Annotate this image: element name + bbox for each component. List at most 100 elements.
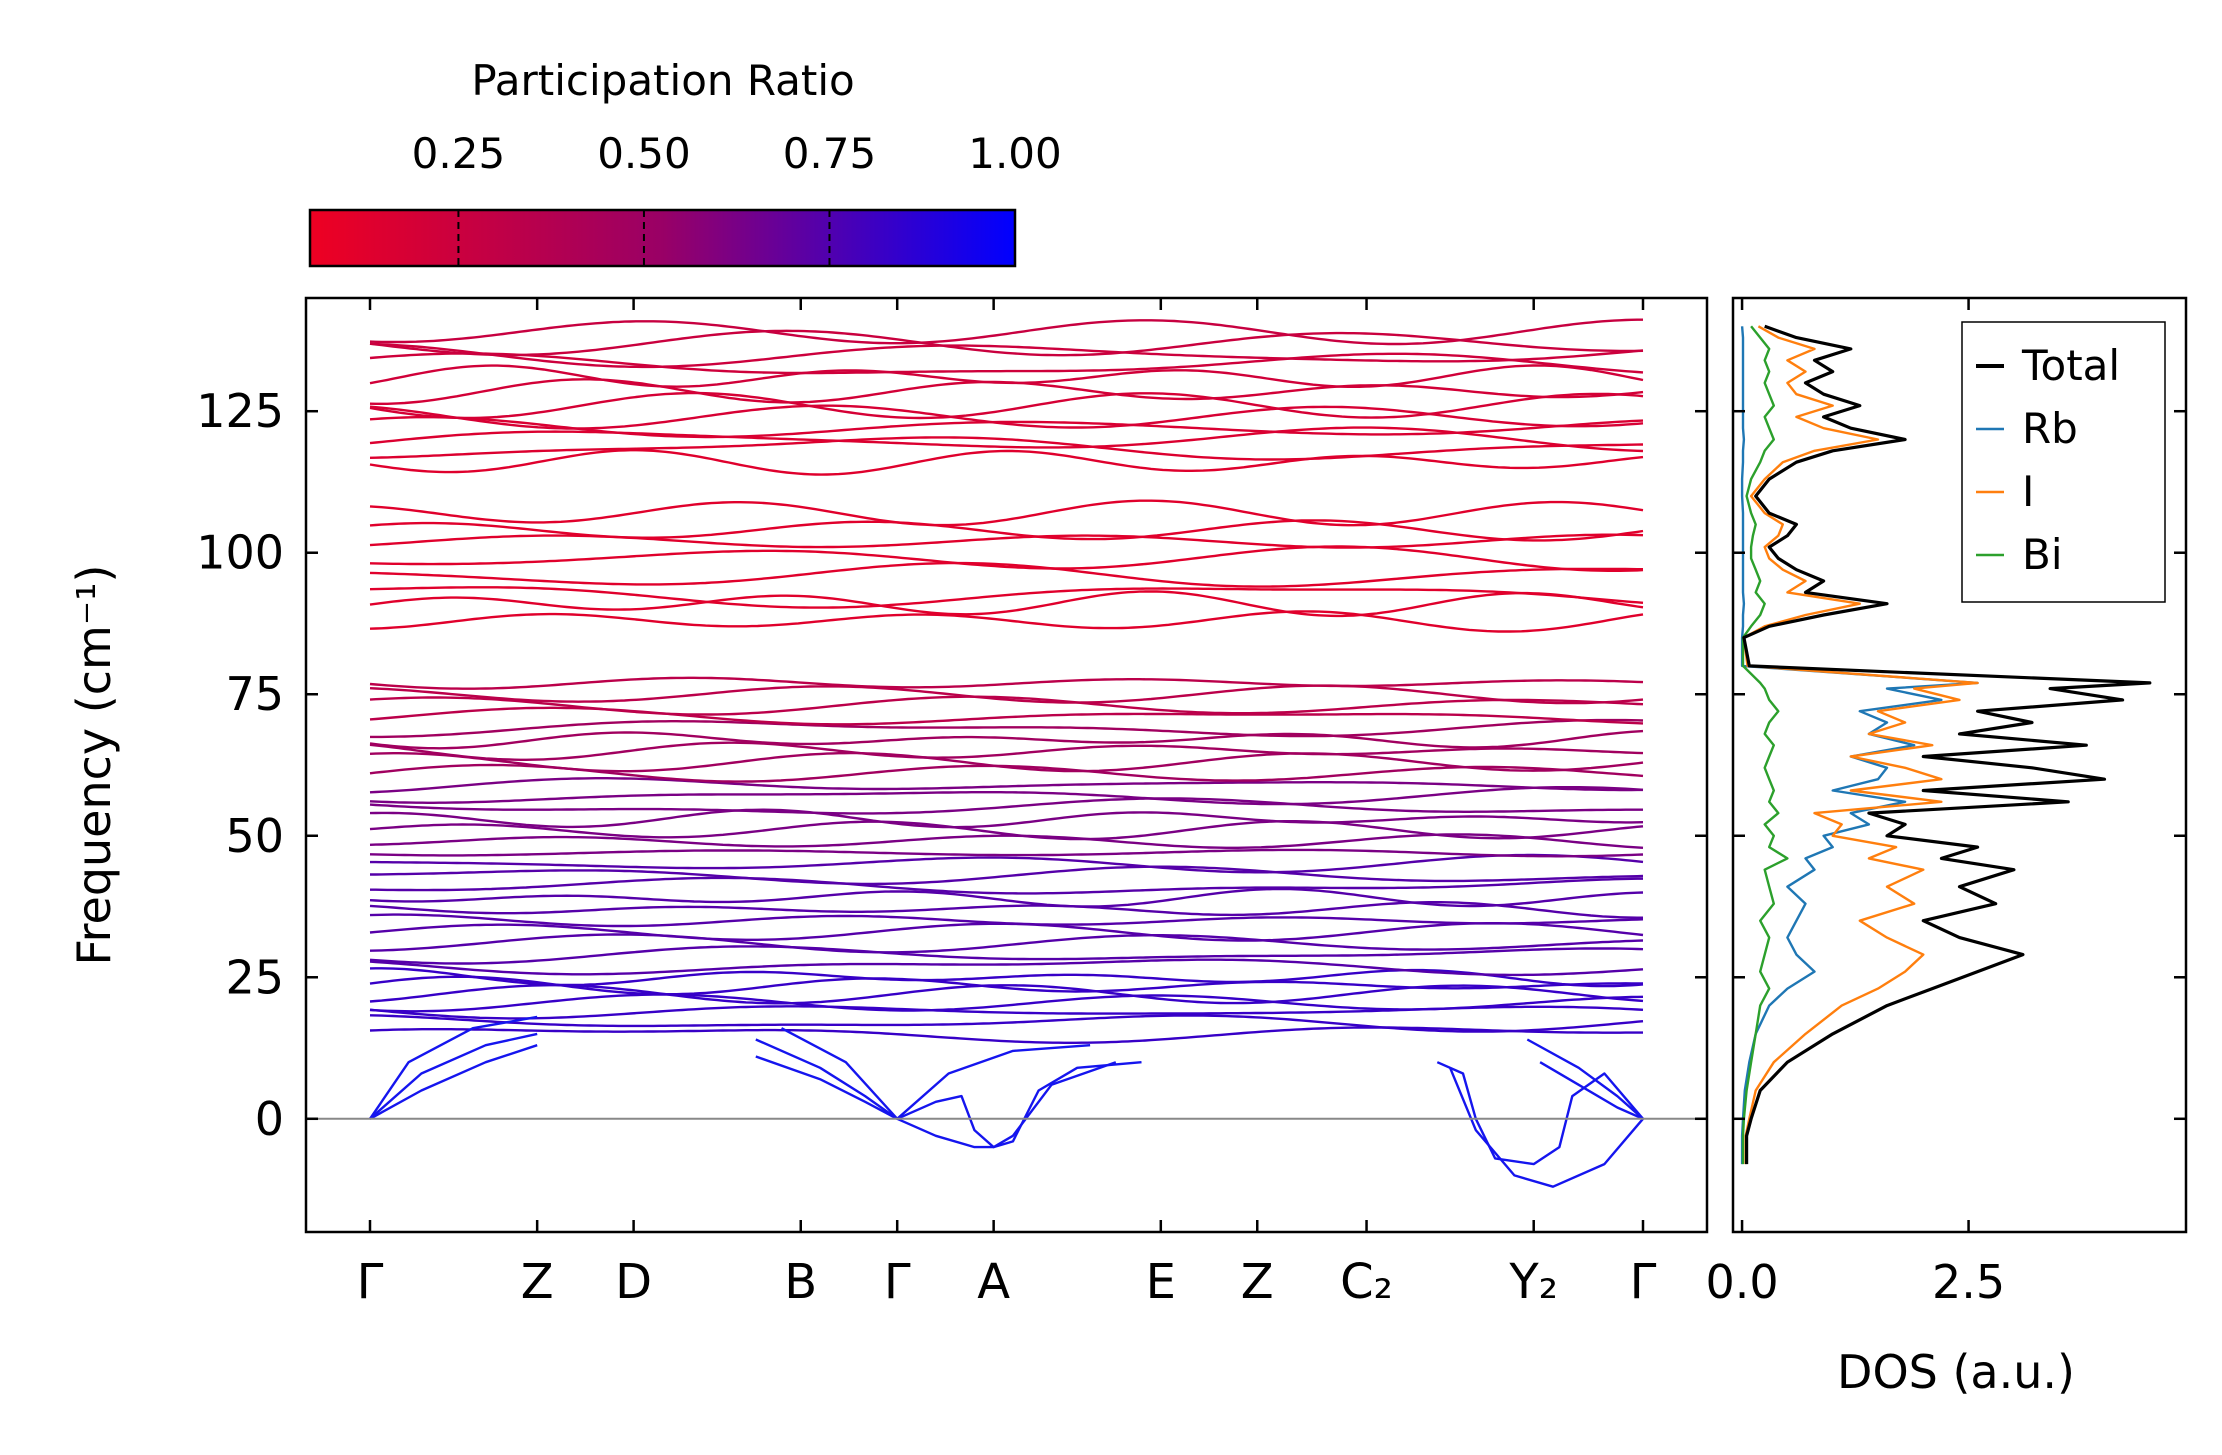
optical-band-line [369,922,1644,942]
optical-band-line [369,975,1644,996]
dos-x-tick-label: 2.5 [1932,1255,2005,1309]
acoustic-band-line [369,1032,538,1120]
y-tick-label: 75 [225,667,284,721]
optical-band-line [369,533,1644,549]
colorbar-ticks: 0.25 0.50 0.75 1.00 [412,129,1062,266]
band-lines [369,318,1644,1188]
band-structure-panel: 0 25 50 75 100 125 Γ Z D B Γ A E Z C₂ Y₂ Γ Frequency (c… [67,296,1709,1310]
dos-axis-ticks: 0.0 2.5 [1705,298,2186,1309]
dos-curve-total [1742,324,2152,1165]
band-y-axis: 0 25 50 75 100 125 [196,384,1707,1146]
k-point-label: Z [1241,1254,1274,1310]
optical-band-line [369,342,1644,369]
optical-band-line [369,1014,1644,1033]
k-point-label: Γ [884,1254,911,1310]
k-point-label: Γ [357,1254,384,1310]
colorbar-tick-label: 1.00 [968,129,1062,178]
optical-band-line [369,967,1644,988]
acoustic-band-line [780,1027,899,1120]
y-tick-label: 50 [225,809,284,863]
k-point-label: A [977,1254,1010,1310]
optical-band-line [369,329,1644,357]
acoustic-band-line [1539,1061,1644,1120]
k-point-label: E [1146,1254,1176,1310]
y-tick-label: 125 [196,384,284,438]
optical-band-line [369,586,1644,609]
optical-band-line [369,945,1644,965]
colorbar: Participation Ratio 0.25 0.50 0.75 1.00 [308,56,1062,268]
optical-band-line [369,684,1644,705]
dos-x-tick-label: 0.0 [1705,1255,1778,1309]
band-axes-frame [304,296,1709,1234]
dos-legend: Total Rb I Bi [1961,321,2166,603]
optical-band-line [369,352,1644,375]
acoustic-band-line [1526,1038,1644,1120]
legend-label: Bi [2022,530,2062,579]
colorbar-tick-label: 0.50 [597,129,691,178]
optical-band-line [369,797,1643,815]
acoustic-band-line [896,1044,1091,1120]
k-point-label: C₂ [1340,1254,1393,1310]
optical-band-line [369,695,1644,716]
optical-band-line [370,718,1644,739]
optical-band-line [370,876,1643,895]
optical-band-line [369,706,1644,726]
optical-band-line [369,391,1644,420]
acoustic-band-line [755,1055,898,1120]
optical-band-line [369,848,1644,858]
dos-x-axis-label: DOS (a.u.) [1837,1345,2075,1399]
y-tick-label: 0 [255,1092,284,1146]
dos-panel: 0.0 2.5 DOS (a.u.) Total Rb I Bi [1705,296,2188,1399]
optical-band-line [369,590,1644,618]
dos-curve-i [1742,325,1979,1165]
dos-curves [1740,324,2152,1165]
optical-band-line [369,901,1643,919]
optical-band-line [369,561,1643,588]
optical-band-line [369,741,1644,761]
optical-band-line [369,426,1644,453]
acoustic-band-line [369,1044,538,1120]
optical-band-line [369,449,1644,476]
optical-band-line [369,958,1644,977]
legend-label: I [2022,467,2034,516]
optical-band-line [369,676,1644,690]
y-tick-label: 25 [225,950,284,1004]
colorbar-gradient [308,208,1017,268]
y-tick-label: 100 [196,526,284,580]
optical-band-line [369,610,1644,633]
optical-band-line [369,545,1644,572]
optical-band-line [370,853,1644,874]
optical-band-line [369,1026,1643,1044]
optical-band-line [369,786,1644,806]
band-k-axis: Γ Z D B Γ A E Z C₂ Y₂ Γ [357,298,1657,1310]
acoustic-band-line [755,1038,898,1120]
optical-band-line [369,436,1644,461]
k-point-label: B [784,1254,817,1310]
optical-band-line [370,865,1644,886]
optical-band-line [369,499,1644,527]
optical-band-line [369,519,1644,542]
colorbar-tick-label: 0.75 [783,129,877,178]
optical-band-line [369,993,1644,1013]
optical-band-line [369,913,1644,928]
k-point-label: Y₂ [1508,1254,1558,1310]
y-axis-label: Frequency (cm⁻¹) [67,565,121,966]
acoustic-band-line [1436,1061,1644,1166]
optical-band-line [369,729,1644,750]
legend-label: Total [2021,341,2120,390]
legend-label: Rb [2022,404,2078,453]
dos-axes-frame [1731,296,2188,1234]
k-point-label: Γ [1630,1254,1657,1310]
k-point-label: D [615,1254,652,1310]
colorbar-title: Participation Ratio [471,56,854,105]
acoustic-band-line [369,1015,538,1120]
optical-band-line [369,820,1644,841]
optical-band-line [369,808,1644,829]
optical-band-line [369,933,1644,954]
optical-band-line [369,887,1644,908]
colorbar-tick-label: 0.25 [412,129,506,178]
dos-curve-bi [1741,325,1789,1165]
acoustic-band-line [896,1061,1117,1149]
optical-band-line [369,364,1644,388]
